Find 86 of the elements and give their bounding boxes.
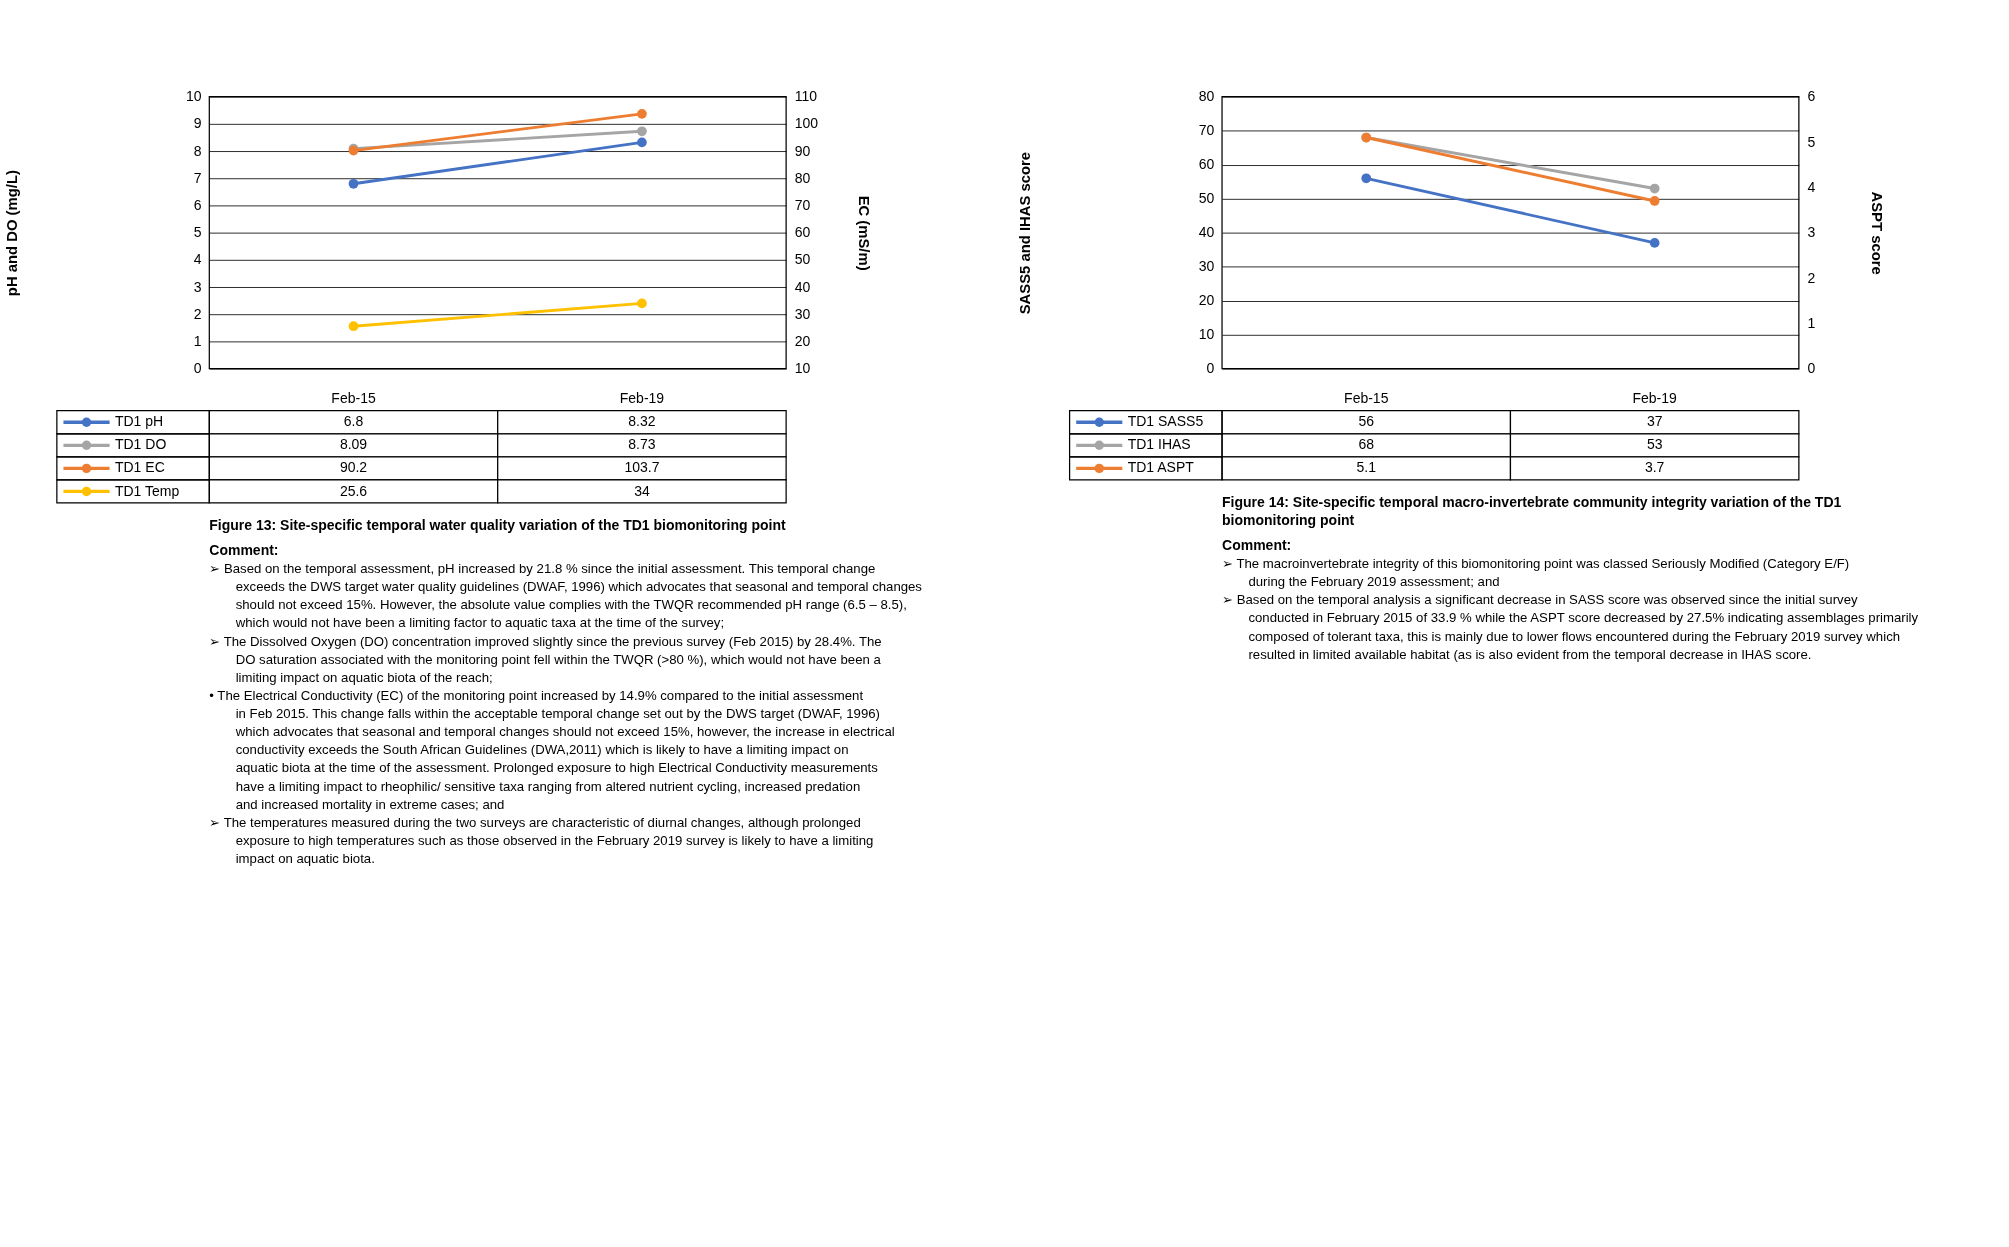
y-tick-label: 7: [193, 169, 202, 186]
y2-axis-title: ASPT score: [1868, 191, 1885, 275]
y-tick-label: 4: [193, 251, 202, 268]
data-label: 68: [1358, 436, 1375, 453]
y2-tick-label: 80: [794, 169, 811, 186]
y2-tick-label: 0: [1807, 360, 1816, 377]
legend-label: TD1 Temp: [114, 482, 180, 499]
y2-tick-label: 3: [1807, 224, 1816, 241]
legend-label: TD1 ASPT: [1127, 459, 1195, 476]
y2-tick-label: 60: [794, 224, 811, 241]
y-tick-label: 10: [1198, 326, 1215, 343]
data-label: 37: [1646, 413, 1663, 430]
y-tick-label: 9: [193, 115, 202, 132]
y2-tick-label: 5: [1807, 133, 1816, 150]
y-tick-label: 50: [1198, 190, 1215, 207]
data-label: 103.7: [624, 459, 660, 476]
legend-label: TD1 EC: [114, 459, 165, 476]
x-tick-label: Feb-15: [331, 389, 376, 406]
y-axis-title: SASS5 and IHAS score: [1016, 151, 1033, 315]
text: ➢ The temperatures measured during the two surveys are characteristic of diurnal changes, although prolonged exposure to high temperatures such as those observed in the February 2019 survey is likely to have a limiting impact on aquatic biota.: [209, 814, 874, 867]
data-label: 8.09: [339, 436, 368, 453]
data-label: 5.1: [1356, 459, 1377, 476]
y2-tick-label: 1: [1807, 314, 1816, 331]
point: [348, 178, 359, 189]
text: • The Electrical Conductivity (EC) of the monitoring point increased by 14.9% compared to the initial assessment in Feb 2015. This change falls within the acceptable temporal change set out by the DWS target (DWAF, 1996) which advocates that seasonal and temporal changes should not exceed 15%, however, the increase in electrical conductivity exceeds the South African Guidelines (DWA,2011) which is likely to have a limiting impact on aquatic biota at the time of the assessment. Prolonged exposure to high Electrical Conductivity measurements have a limiting impact to rheophilic/ sensitive taxa ranging from altered nutrient cycling, increased predation and increased mortality in extreme cases; and: [209, 687, 895, 812]
text: ➢ Based on the temporal analysis a significant decrease in SASS score was observed since the initial survey conducted in February 2015 of 33.9 % while the ASPT score decreased by 27.5% indicating assemblages primarily composed of tolerant taxa, this is mainly due to lower flows encountered during the February 2019 survey which resulted in limited available habitat (as is also evident from the temporal decrease in IHAS score.: [1222, 592, 1919, 662]
y-tick-label: 0: [193, 360, 202, 377]
y-tick-label: 5: [193, 224, 202, 241]
point: [1361, 173, 1372, 184]
point: [637, 109, 647, 119]
y-tick-label: 70: [1198, 122, 1215, 139]
data-label: 6.8: [343, 413, 364, 430]
y2-tick-label: 50: [794, 251, 811, 268]
legend-label: TD1 DO: [114, 436, 167, 453]
y-tick-label: 0: [1206, 360, 1215, 377]
data-label: 8.73: [628, 436, 656, 453]
y-tick-label: 1: [193, 333, 202, 350]
y-tick-label: 40: [1198, 224, 1215, 241]
text: ➢ The macroinvertebrate integrity of this biomonitoring point was classed Seriously Modified (Category E/F) during the February 2019 assessment; and: [1222, 556, 1850, 590]
y2-tick-label: 90: [794, 142, 811, 159]
data-label: 34: [634, 482, 650, 499]
caption: Figure 13: Site-specific temporal water quality variation of the TD1 biomonitoring point: [209, 517, 787, 534]
y-tick-label: 8: [193, 142, 202, 159]
y-tick-label: 20: [1198, 292, 1215, 309]
point: [637, 126, 647, 137]
y2-tick-label: 100: [794, 115, 819, 132]
y2-tick-label: 20: [794, 333, 811, 350]
y-tick-label: 60: [1198, 156, 1215, 173]
y-tick-label: 30: [1198, 258, 1215, 275]
y2-tick-label: 4: [1807, 178, 1816, 195]
data-label: 56: [1358, 413, 1375, 430]
point: [637, 137, 647, 148]
text: Comment:: [209, 541, 279, 558]
legend-label: TD1 IHAS: [1127, 436, 1191, 453]
y-axis-title: pH and DO (mg/L): [3, 170, 20, 297]
y-tick-label: 6: [193, 197, 202, 214]
point: [348, 321, 359, 332]
legend-label: TD1 SASS5: [1127, 413, 1204, 430]
data-label: 90.2: [339, 459, 368, 476]
y-tick-label: 3: [193, 278, 202, 295]
y-tick-label: 10: [185, 88, 202, 105]
y2-tick-label: 10: [794, 360, 811, 377]
caption: Figure 14: Site-specific temporal macro-invertebrate community integrity variation of the TD1 biomonitoring point: [1222, 494, 1842, 529]
x-tick-label: Feb-15: [1344, 389, 1389, 406]
data-label: 8.32: [628, 413, 656, 430]
point: [1649, 238, 1660, 248]
y2-tick-label: 70: [794, 197, 811, 214]
point: [1649, 183, 1660, 194]
y-tick-label: 80: [1198, 88, 1215, 105]
y2-tick-label: 110: [794, 88, 818, 105]
y2-tick-label: 30: [794, 305, 811, 322]
y2-tick-label: 6: [1807, 88, 1816, 105]
y-tick-label: 2: [193, 305, 202, 322]
point: [637, 298, 647, 309]
legend-label: TD1 pH: [114, 413, 164, 430]
data-label: 25.6: [339, 482, 368, 499]
text: Comment:: [1222, 536, 1292, 553]
y2-tick-label: 40: [794, 278, 811, 295]
data-label: 53: [1646, 436, 1663, 453]
x-tick-label: Feb-19: [619, 389, 665, 406]
text: ➢ The Dissolved Oxygen (DO) concentration improved slightly since the previous survey (Feb 2015) by 28.4%. The DO saturation associated with the monitoring point fell within the TWQR (>80 %), which would not have been a limiting impact on aquatic biota of the reach;: [209, 633, 882, 685]
text: ➢ Based on the temporal assessment, pH increased by 21.8 % since the initial assessment. This temporal change exceeds the DWS target water quality guidelines (DWAF, 1996) which advocates that seasonal and temporal changes should not exceed 15%. However, the absolute value complies with the TWQR recommended pH range (6.5 – 8.5), which would not have been a limiting factor to aquatic taxa at the time of the survey;: [209, 561, 923, 631]
y2-axis-title: EC (mS/m): [856, 195, 873, 271]
data-label: 3.7: [1644, 459, 1665, 476]
y2-tick-label: 2: [1807, 269, 1816, 286]
x-tick-label: Feb-19: [1632, 389, 1678, 406]
